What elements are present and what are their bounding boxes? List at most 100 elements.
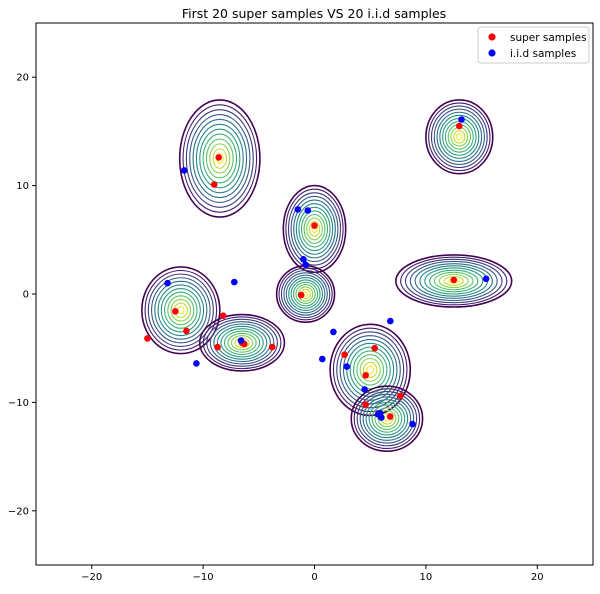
contour-ring xyxy=(290,195,339,263)
series-super-samples xyxy=(144,122,463,420)
contour-ring xyxy=(374,407,400,431)
contour-ring xyxy=(400,256,508,306)
plot-frame xyxy=(35,22,594,566)
data-point xyxy=(268,343,276,351)
point-layer xyxy=(144,116,490,428)
contour-ring xyxy=(377,409,397,428)
contour-ring xyxy=(195,123,244,194)
contour-ring xyxy=(178,99,261,218)
contour-ring xyxy=(308,221,321,237)
contour-ring xyxy=(353,388,421,450)
contour-ring xyxy=(455,133,463,141)
contour-ring xyxy=(205,138,234,179)
data-point xyxy=(164,279,171,287)
contour-ring xyxy=(295,203,334,255)
data-point xyxy=(482,275,490,283)
data-point xyxy=(387,317,394,325)
data-point xyxy=(362,372,370,379)
contour-ring xyxy=(293,199,336,259)
data-point xyxy=(376,409,384,417)
contour-ring xyxy=(202,316,282,370)
data-point xyxy=(172,308,179,315)
data-point xyxy=(297,291,305,299)
contour-ring xyxy=(368,401,406,436)
contour-ring xyxy=(223,330,261,356)
contour-ring xyxy=(439,114,480,159)
contour-ring xyxy=(285,274,326,314)
contour-ring xyxy=(177,306,185,315)
x-tick-label: 20 xyxy=(531,572,544,583)
contour-ring xyxy=(300,210,329,248)
data-point xyxy=(302,261,309,269)
contour-ring xyxy=(356,391,418,447)
series-iid-samples xyxy=(164,116,490,428)
data-point xyxy=(215,154,222,161)
contour-ring xyxy=(185,109,254,208)
data-point xyxy=(456,122,463,130)
data-point xyxy=(409,420,416,428)
data-point xyxy=(144,335,151,342)
contour-ring xyxy=(298,206,331,252)
contour-ring xyxy=(433,108,485,166)
data-point xyxy=(180,167,188,174)
contour-ring xyxy=(350,385,424,452)
contour-ring xyxy=(365,399,409,439)
contour-ring xyxy=(283,272,328,316)
data-point xyxy=(183,327,190,335)
contour-ring xyxy=(366,365,375,375)
contour-ring xyxy=(306,217,323,241)
data-point xyxy=(219,312,227,320)
contour-ring xyxy=(339,335,401,405)
chart-title: First 20 super samples VS 20 i.i.d sampl… xyxy=(182,6,446,21)
y-tick-label: −10 xyxy=(8,398,29,409)
contour-ring xyxy=(290,279,321,309)
contour-ring xyxy=(154,280,208,340)
contour-layer xyxy=(141,99,513,452)
contour-ring xyxy=(352,350,388,390)
contour-ring xyxy=(404,258,503,304)
x-tick-label: −10 xyxy=(193,572,214,583)
contour-ring xyxy=(202,133,238,184)
contour-ring xyxy=(371,404,403,433)
contour-ring xyxy=(362,361,378,379)
contour-ring xyxy=(429,269,479,293)
data-point xyxy=(214,343,221,351)
y-tick-label: −20 xyxy=(8,506,29,517)
contour-ring xyxy=(395,254,513,308)
contour-ring xyxy=(428,102,491,172)
contour-ring xyxy=(356,354,385,386)
contour-ring xyxy=(182,104,258,213)
contour-ring xyxy=(167,295,195,326)
contour-ring xyxy=(189,114,251,203)
contour-ring xyxy=(160,288,201,333)
contour-ring xyxy=(275,265,336,323)
contour-ring xyxy=(285,188,344,270)
legend: super samples i.i.d samples xyxy=(477,26,590,64)
data-point xyxy=(300,255,307,263)
contour-ring xyxy=(362,396,412,441)
x-tick-label: 0 xyxy=(311,572,317,583)
data-point xyxy=(362,401,370,408)
x-tick-label: 10 xyxy=(420,572,433,583)
contour-ring xyxy=(213,323,271,363)
data-point xyxy=(361,386,368,393)
x-tick-label: −20 xyxy=(81,572,102,583)
contour-ring xyxy=(198,313,286,372)
data-point xyxy=(319,355,326,363)
data-point xyxy=(311,222,318,229)
data-point xyxy=(193,360,200,367)
legend-box xyxy=(477,26,590,64)
data-point xyxy=(397,392,404,400)
data-point xyxy=(458,116,465,123)
data-point xyxy=(341,351,348,359)
contour-ring xyxy=(438,273,469,289)
contour-ring xyxy=(287,192,342,266)
contour-ring xyxy=(227,332,257,353)
contour-ring xyxy=(424,267,484,295)
contour-ring xyxy=(295,284,316,304)
contour-ring xyxy=(209,143,231,174)
data-point xyxy=(330,328,337,336)
data-point xyxy=(210,181,218,188)
y-tick-label: 10 xyxy=(16,181,29,192)
